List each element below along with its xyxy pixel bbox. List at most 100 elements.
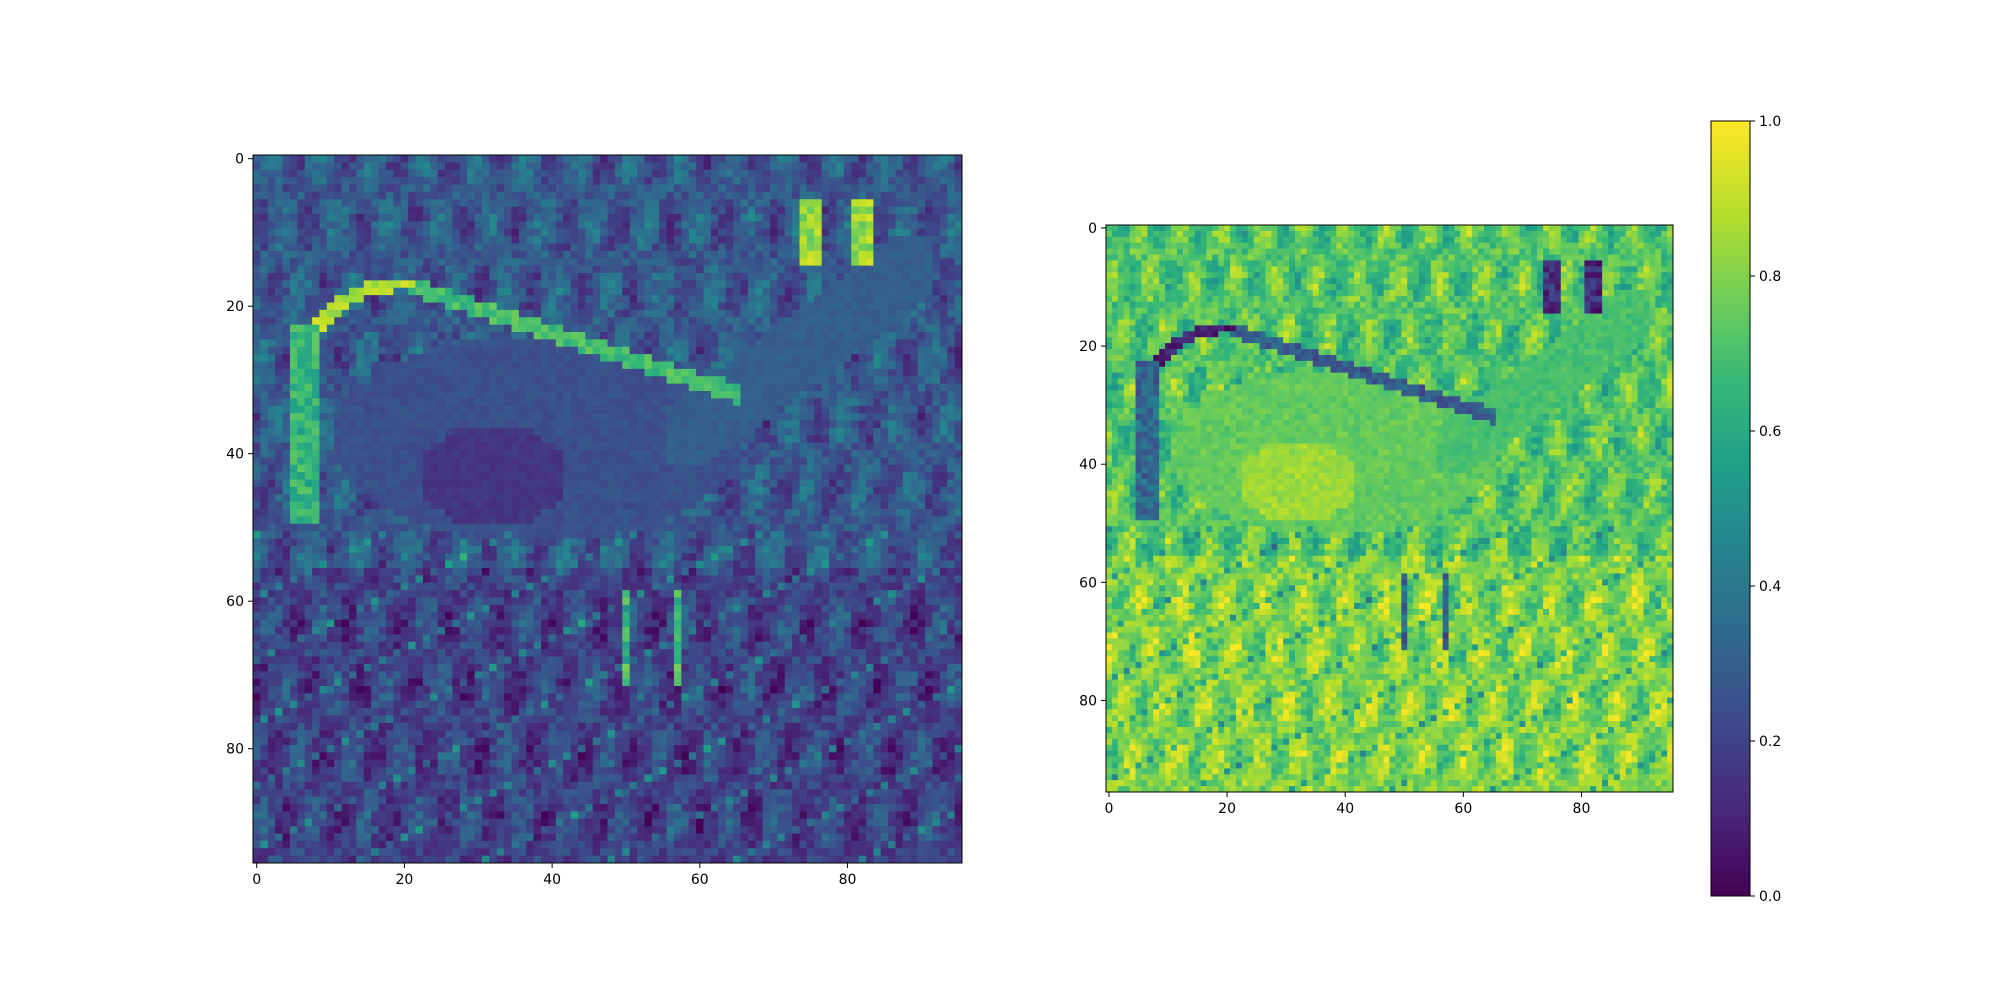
left-heatmap-cell bbox=[681, 516, 690, 525]
left-heatmap-cell bbox=[577, 339, 586, 348]
left-heatmap-cell bbox=[563, 442, 572, 451]
left-heatmap-cell bbox=[430, 531, 439, 540]
left-heatmap-cell bbox=[585, 250, 594, 259]
left-heatmap-cell bbox=[880, 354, 889, 363]
left-heatmap-cell bbox=[703, 214, 712, 222]
left-heatmap-cell bbox=[511, 391, 520, 399]
left-heatmap-cell bbox=[873, 221, 882, 230]
left-heatmap-cell bbox=[932, 457, 941, 466]
left-heatmap-cell bbox=[304, 302, 313, 311]
left-heatmap-cell bbox=[326, 250, 335, 259]
left-heatmap-cell bbox=[659, 287, 668, 296]
left-heatmap-cell bbox=[422, 464, 431, 473]
left-heatmap-cell bbox=[821, 383, 830, 392]
left-heatmap-cell bbox=[910, 509, 919, 517]
left-heatmap-cell bbox=[880, 221, 889, 230]
left-heatmap-cell bbox=[385, 206, 394, 215]
left-heatmap-cell bbox=[799, 221, 808, 230]
left-heatmap-cell bbox=[585, 450, 594, 458]
left-heatmap-cell bbox=[673, 339, 682, 348]
left-heatmap-cell bbox=[577, 523, 586, 532]
left-heatmap-cell bbox=[622, 265, 631, 274]
left-heatmap-cell bbox=[422, 243, 431, 252]
left-heatmap-cell bbox=[253, 383, 261, 392]
left-heatmap-cell bbox=[666, 332, 675, 340]
left-heatmap-cell bbox=[784, 206, 793, 215]
left-heatmap-cell bbox=[260, 339, 269, 348]
left-heatmap-cell bbox=[282, 228, 291, 237]
left-heatmap-cell bbox=[792, 221, 801, 230]
left-heatmap-cell bbox=[319, 405, 328, 414]
left-heatmap-cell bbox=[784, 420, 793, 429]
left-heatmap-cell bbox=[865, 427, 874, 436]
left-heatmap-cell bbox=[710, 450, 719, 458]
left-heatmap-cell bbox=[408, 236, 417, 245]
left-heatmap-cell bbox=[393, 420, 402, 429]
left-heatmap-cell bbox=[253, 184, 261, 193]
left-heatmap-cell bbox=[792, 206, 801, 215]
left-heatmap-cell bbox=[408, 302, 417, 311]
left-heatmap-cell bbox=[267, 538, 276, 547]
left-heatmap-cell bbox=[659, 228, 668, 237]
left-heatmap-cell bbox=[385, 346, 394, 355]
left-heatmap-cell bbox=[570, 191, 579, 200]
left-heatmap-cell bbox=[489, 486, 498, 495]
left-heatmap-cell bbox=[821, 169, 830, 178]
left-heatmap-cell bbox=[637, 501, 646, 510]
left-heatmap-cell bbox=[659, 398, 668, 407]
left-heatmap-cell bbox=[614, 177, 623, 186]
left-heatmap-cell bbox=[341, 177, 350, 186]
left-heatmap-cell bbox=[319, 324, 328, 333]
left-heatmap-cell bbox=[858, 383, 867, 392]
left-heatmap-cell bbox=[806, 236, 815, 245]
left-heatmap-cell bbox=[467, 420, 476, 429]
left-heatmap-cell bbox=[851, 302, 860, 311]
left-heatmap-cell bbox=[651, 191, 660, 200]
left-heatmap-cell bbox=[910, 486, 919, 495]
left-heatmap-cell bbox=[762, 287, 771, 296]
left-heatmap-cell bbox=[356, 435, 365, 444]
left-heatmap-cell bbox=[718, 376, 727, 385]
left-heatmap-cell bbox=[873, 450, 882, 458]
left-heatmap-cell bbox=[378, 191, 387, 200]
left-heatmap-cell bbox=[762, 169, 771, 178]
left-heatmap-cell bbox=[954, 457, 962, 466]
left-heatmap-cell bbox=[563, 405, 572, 414]
left-heatmap-cell bbox=[422, 516, 431, 525]
left-heatmap-cell bbox=[445, 317, 454, 326]
left-heatmap-cell bbox=[275, 501, 284, 510]
left-heatmap-cell bbox=[888, 236, 897, 245]
left-heatmap-cell bbox=[858, 236, 867, 245]
left-heatmap-cell bbox=[570, 295, 579, 304]
left-heatmap-cell bbox=[563, 383, 572, 392]
left-heatmap-cell bbox=[437, 324, 446, 333]
left-heatmap-cell bbox=[445, 221, 454, 230]
left-heatmap-cell bbox=[710, 317, 719, 326]
left-heatmap-cell bbox=[349, 346, 357, 355]
left-heatmap-cell bbox=[496, 391, 505, 399]
left-heatmap-cell bbox=[792, 405, 801, 414]
left-heatmap-cell bbox=[696, 501, 705, 510]
left-heatmap-cell bbox=[769, 464, 778, 473]
left-heatmap-cell bbox=[489, 383, 498, 392]
left-heatmap-cell bbox=[873, 457, 882, 466]
left-heatmap-cell bbox=[747, 361, 756, 370]
left-heatmap-cell bbox=[378, 486, 387, 495]
left-heatmap-cell bbox=[696, 228, 705, 237]
left-heatmap-cell bbox=[570, 346, 579, 355]
left-heatmap-cell bbox=[415, 398, 424, 407]
left-heatmap-cell bbox=[777, 177, 786, 186]
left-heatmap-cell bbox=[858, 169, 867, 178]
left-heatmap-cell bbox=[408, 442, 417, 451]
left-heatmap-cell bbox=[526, 155, 535, 163]
left-heatmap-cell bbox=[644, 516, 653, 525]
left-heatmap-cell bbox=[858, 494, 867, 503]
left-heatmap-cell bbox=[696, 177, 705, 186]
left-heatmap-cell bbox=[570, 169, 579, 178]
left-heatmap-cell bbox=[297, 435, 306, 444]
left-heatmap-cell bbox=[400, 457, 409, 466]
left-heatmap-cell bbox=[378, 442, 387, 451]
left-heatmap-cell bbox=[947, 383, 956, 392]
left-heatmap-cell bbox=[334, 280, 343, 289]
left-heatmap-cell bbox=[673, 494, 682, 503]
